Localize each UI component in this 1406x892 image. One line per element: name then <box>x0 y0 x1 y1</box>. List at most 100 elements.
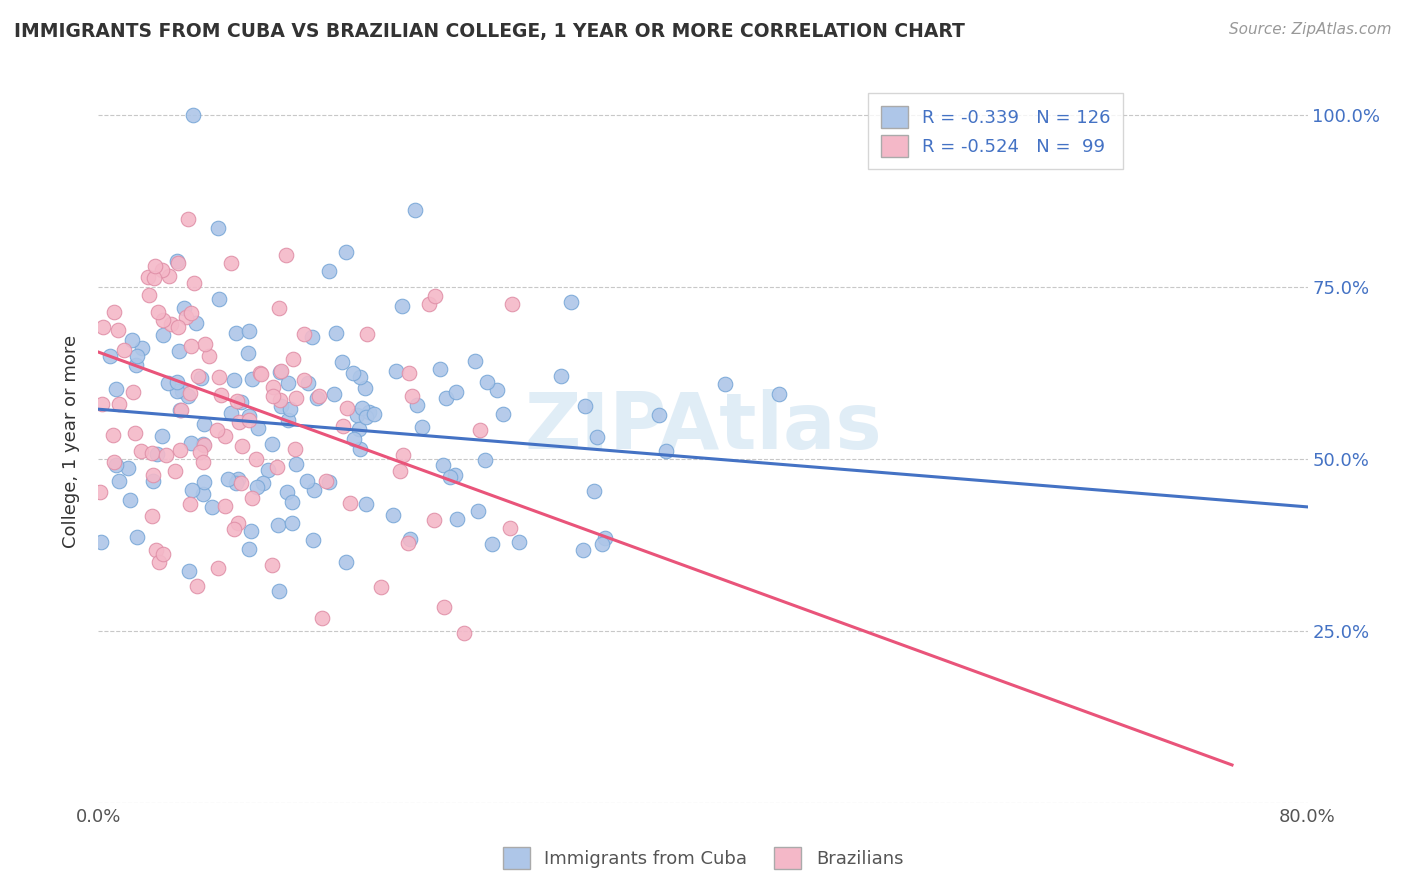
Point <box>174 310 197 324</box>
Point <box>283 351 305 366</box>
Point <box>124 425 146 440</box>
Point <box>129 443 152 458</box>
Point <box>193 438 215 452</box>
Point <box>262 380 284 394</box>
Point <box>103 455 125 469</box>
Point <box>284 457 307 471</box>
Point <box>125 358 148 372</box>
Point <box>157 376 180 390</box>
Point <box>277 376 299 390</box>
Point <box>648 409 671 423</box>
Point <box>231 438 253 452</box>
Point <box>226 472 249 486</box>
Point <box>347 422 370 436</box>
Text: Source: ZipAtlas.com: Source: ZipAtlas.com <box>1229 22 1392 37</box>
Point <box>105 458 128 472</box>
Point <box>108 474 131 488</box>
Point <box>214 500 236 514</box>
Point <box>221 256 243 270</box>
Point <box>108 397 131 411</box>
Point <box>229 395 252 409</box>
Point <box>238 346 260 360</box>
Point <box>180 339 202 353</box>
Point <box>486 383 509 397</box>
Point <box>391 299 413 313</box>
Point <box>112 343 135 358</box>
Point <box>191 486 214 500</box>
Point <box>136 270 159 285</box>
Point <box>274 248 297 262</box>
Point <box>146 305 169 319</box>
Point <box>141 446 163 460</box>
Point <box>654 444 676 458</box>
Point <box>349 369 371 384</box>
Point <box>453 626 475 640</box>
Point <box>398 366 420 380</box>
Point <box>157 268 180 283</box>
Point <box>183 276 205 290</box>
Point <box>103 304 125 318</box>
Point <box>308 389 330 403</box>
Point <box>179 564 201 578</box>
Point <box>121 334 143 348</box>
Point <box>501 297 523 311</box>
Point <box>276 485 298 500</box>
Point <box>262 389 284 403</box>
Point <box>583 483 606 498</box>
Text: IMMIGRANTS FROM CUBA VS BRAZILIAN COLLEGE, 1 YEAR OR MORE CORRELATION CHART: IMMIGRANTS FROM CUBA VS BRAZILIAN COLLEG… <box>14 22 965 41</box>
Point <box>311 611 333 625</box>
Point <box>166 384 188 399</box>
Point <box>181 108 204 122</box>
Point <box>197 349 219 363</box>
Point <box>166 256 188 270</box>
Point <box>238 409 260 423</box>
Point <box>101 428 124 442</box>
Point <box>363 407 385 421</box>
Point <box>354 381 377 395</box>
Point <box>90 535 112 549</box>
Point <box>91 319 114 334</box>
Point <box>464 354 486 368</box>
Point <box>148 555 170 569</box>
Point <box>193 337 215 351</box>
Point <box>179 497 201 511</box>
Point <box>354 409 377 424</box>
Point <box>433 599 456 614</box>
Point <box>404 203 426 218</box>
Point <box>418 297 440 311</box>
Point <box>219 406 242 420</box>
Point <box>249 367 271 381</box>
Point <box>270 364 292 378</box>
Point <box>499 521 522 535</box>
Point <box>357 405 380 419</box>
Point <box>399 532 422 546</box>
Point <box>214 429 236 443</box>
Point <box>191 455 214 469</box>
Point <box>342 366 364 380</box>
Legend: Immigrants from Cuba, Brazilians: Immigrants from Cuba, Brazilians <box>494 838 912 879</box>
Point <box>256 463 278 477</box>
Point <box>209 387 232 401</box>
Point <box>138 288 160 302</box>
Point <box>141 508 163 523</box>
Point <box>269 365 291 379</box>
Point <box>247 421 270 435</box>
Point <box>201 500 224 515</box>
Point <box>224 522 246 536</box>
Point <box>315 474 337 488</box>
Point <box>470 423 492 437</box>
Point <box>318 475 340 489</box>
Point <box>425 288 447 302</box>
Point <box>335 245 357 260</box>
Legend: R = -0.339   N = 126, R = -0.524   N =  99: R = -0.339 N = 126, R = -0.524 N = 99 <box>868 93 1123 169</box>
Point <box>405 398 427 412</box>
Point <box>277 413 299 427</box>
Point <box>238 413 260 427</box>
Point <box>475 375 498 389</box>
Point <box>245 452 267 467</box>
Point <box>186 316 208 330</box>
Point <box>152 312 174 326</box>
Point <box>193 417 215 431</box>
Point <box>292 373 315 387</box>
Point <box>150 429 173 443</box>
